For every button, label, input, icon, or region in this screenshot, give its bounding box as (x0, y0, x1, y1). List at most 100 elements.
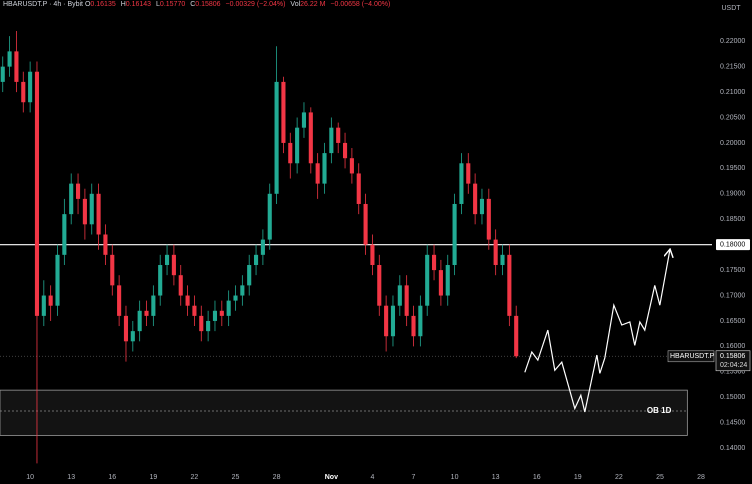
candle-body (288, 142, 293, 164)
ohlc-key: H (120, 1, 126, 8)
x-tick-label: 22 (615, 474, 623, 481)
x-tick-label: 19 (149, 474, 157, 481)
candle-body (459, 163, 464, 204)
candle-body (34, 71, 40, 316)
candle-body (226, 300, 231, 316)
header: HBARUSDT.P · 4h · Bybit O0.16135 H0.1614… (3, 1, 393, 8)
candle-body (137, 310, 142, 332)
candle-body (240, 285, 245, 296)
x-tick-label: 4 (370, 474, 374, 481)
candle-body (178, 275, 183, 296)
order-block-label: OB 1D (647, 406, 672, 415)
candle-body (466, 163, 471, 184)
candle-body (514, 315, 519, 357)
x-tick-label: Nov (325, 474, 338, 481)
ohlc-value: 0.15806 (195, 1, 221, 8)
x-tick-label: 28 (697, 474, 705, 481)
y-tick-label: 0.20500 (720, 114, 745, 121)
y-tick-label: 0.15500 (720, 369, 745, 376)
candle-body (103, 234, 108, 255)
candle-body (233, 295, 238, 301)
candle-body (425, 254, 430, 306)
candle-body (267, 193, 272, 240)
candle-body (55, 254, 60, 306)
candle-body (123, 315, 129, 342)
candle-body (260, 239, 265, 255)
symbol-title: HBARUSDT.P · 4h · Bybit (3, 1, 84, 8)
candle-body (301, 112, 307, 128)
candle-body (363, 203, 368, 245)
candle-body (438, 270, 443, 296)
x-tick-label: 16 (533, 474, 541, 481)
candle-body (336, 127, 341, 143)
y-tick-label: 0.18500 (720, 216, 745, 223)
candle-body (158, 265, 163, 296)
candle-body (397, 285, 402, 306)
candle-body (192, 305, 197, 316)
candle-body (404, 285, 409, 316)
candle-body (274, 81, 279, 194)
x-tick-label: 19 (574, 474, 582, 481)
volume-key: Vol (290, 1, 301, 8)
candle-body (164, 254, 170, 266)
x-tick-label: 25 (232, 474, 240, 481)
candle-body (14, 51, 19, 82)
symbol-badge (667, 350, 715, 363)
level-badge (716, 239, 750, 251)
x-tick-label: 16 (108, 474, 116, 481)
x-tick-label: 13 (492, 474, 500, 481)
y-tick-label: 0.22000 (720, 38, 745, 45)
candle-body (500, 254, 505, 266)
price-badge-label: 0.15806 (720, 353, 745, 360)
candle-body (356, 173, 361, 204)
candle-body (219, 310, 224, 316)
y-tick-label: 0.19000 (720, 191, 745, 198)
candle-body (28, 71, 33, 103)
y-tick-label: 0.17500 (720, 267, 745, 274)
symbol-badge-label: HBARUSDT.P (670, 353, 715, 360)
candle-body (384, 305, 389, 337)
candle-body (110, 254, 115, 286)
y-tick-label: 0.21000 (720, 89, 745, 96)
candle-body (62, 214, 67, 255)
candle-body (370, 244, 375, 266)
change: −0.00329 (−2.04%) (225, 1, 286, 8)
axis-unit: USDT (721, 5, 741, 12)
candle-body (473, 183, 478, 215)
candle-body (342, 142, 348, 159)
x-tick-label: 7 (412, 474, 416, 481)
candle-body (445, 265, 450, 296)
y-tick-label: 0.15000 (720, 394, 745, 401)
price-badge (715, 350, 751, 372)
candle-body (452, 203, 457, 266)
x-tick-label: 10 (26, 474, 34, 481)
ohlc-key: O (84, 1, 91, 8)
candle-body (322, 153, 327, 184)
candle-body (295, 127, 300, 164)
y-tick-label: 0.21500 (720, 63, 745, 70)
candle-body (253, 254, 259, 266)
x-tick-label: 25 (656, 474, 664, 481)
candle-body (418, 305, 423, 337)
candle-body (479, 198, 485, 215)
candle-body (82, 198, 87, 225)
candle-body (89, 193, 94, 225)
y-tick-label: 0.17000 (720, 292, 745, 299)
countdown: 02:04:24 (720, 362, 747, 369)
candle-body (7, 51, 12, 67)
x-tick-label: 10 (451, 474, 459, 481)
ohlc-key: L (156, 1, 160, 8)
candle-body (308, 112, 313, 164)
candle-body (48, 295, 53, 306)
ohlc-key: C (190, 1, 196, 8)
candle-body (329, 127, 334, 154)
candle-body (0, 66, 5, 82)
candle-body (281, 81, 286, 143)
candle-body (349, 158, 354, 174)
candle-body (21, 81, 26, 103)
x-tick-label: 13 (67, 474, 75, 481)
volume-change: −0.00658 (−4.00%) (330, 1, 391, 8)
ohlc-value: 0.16135 (90, 1, 116, 8)
